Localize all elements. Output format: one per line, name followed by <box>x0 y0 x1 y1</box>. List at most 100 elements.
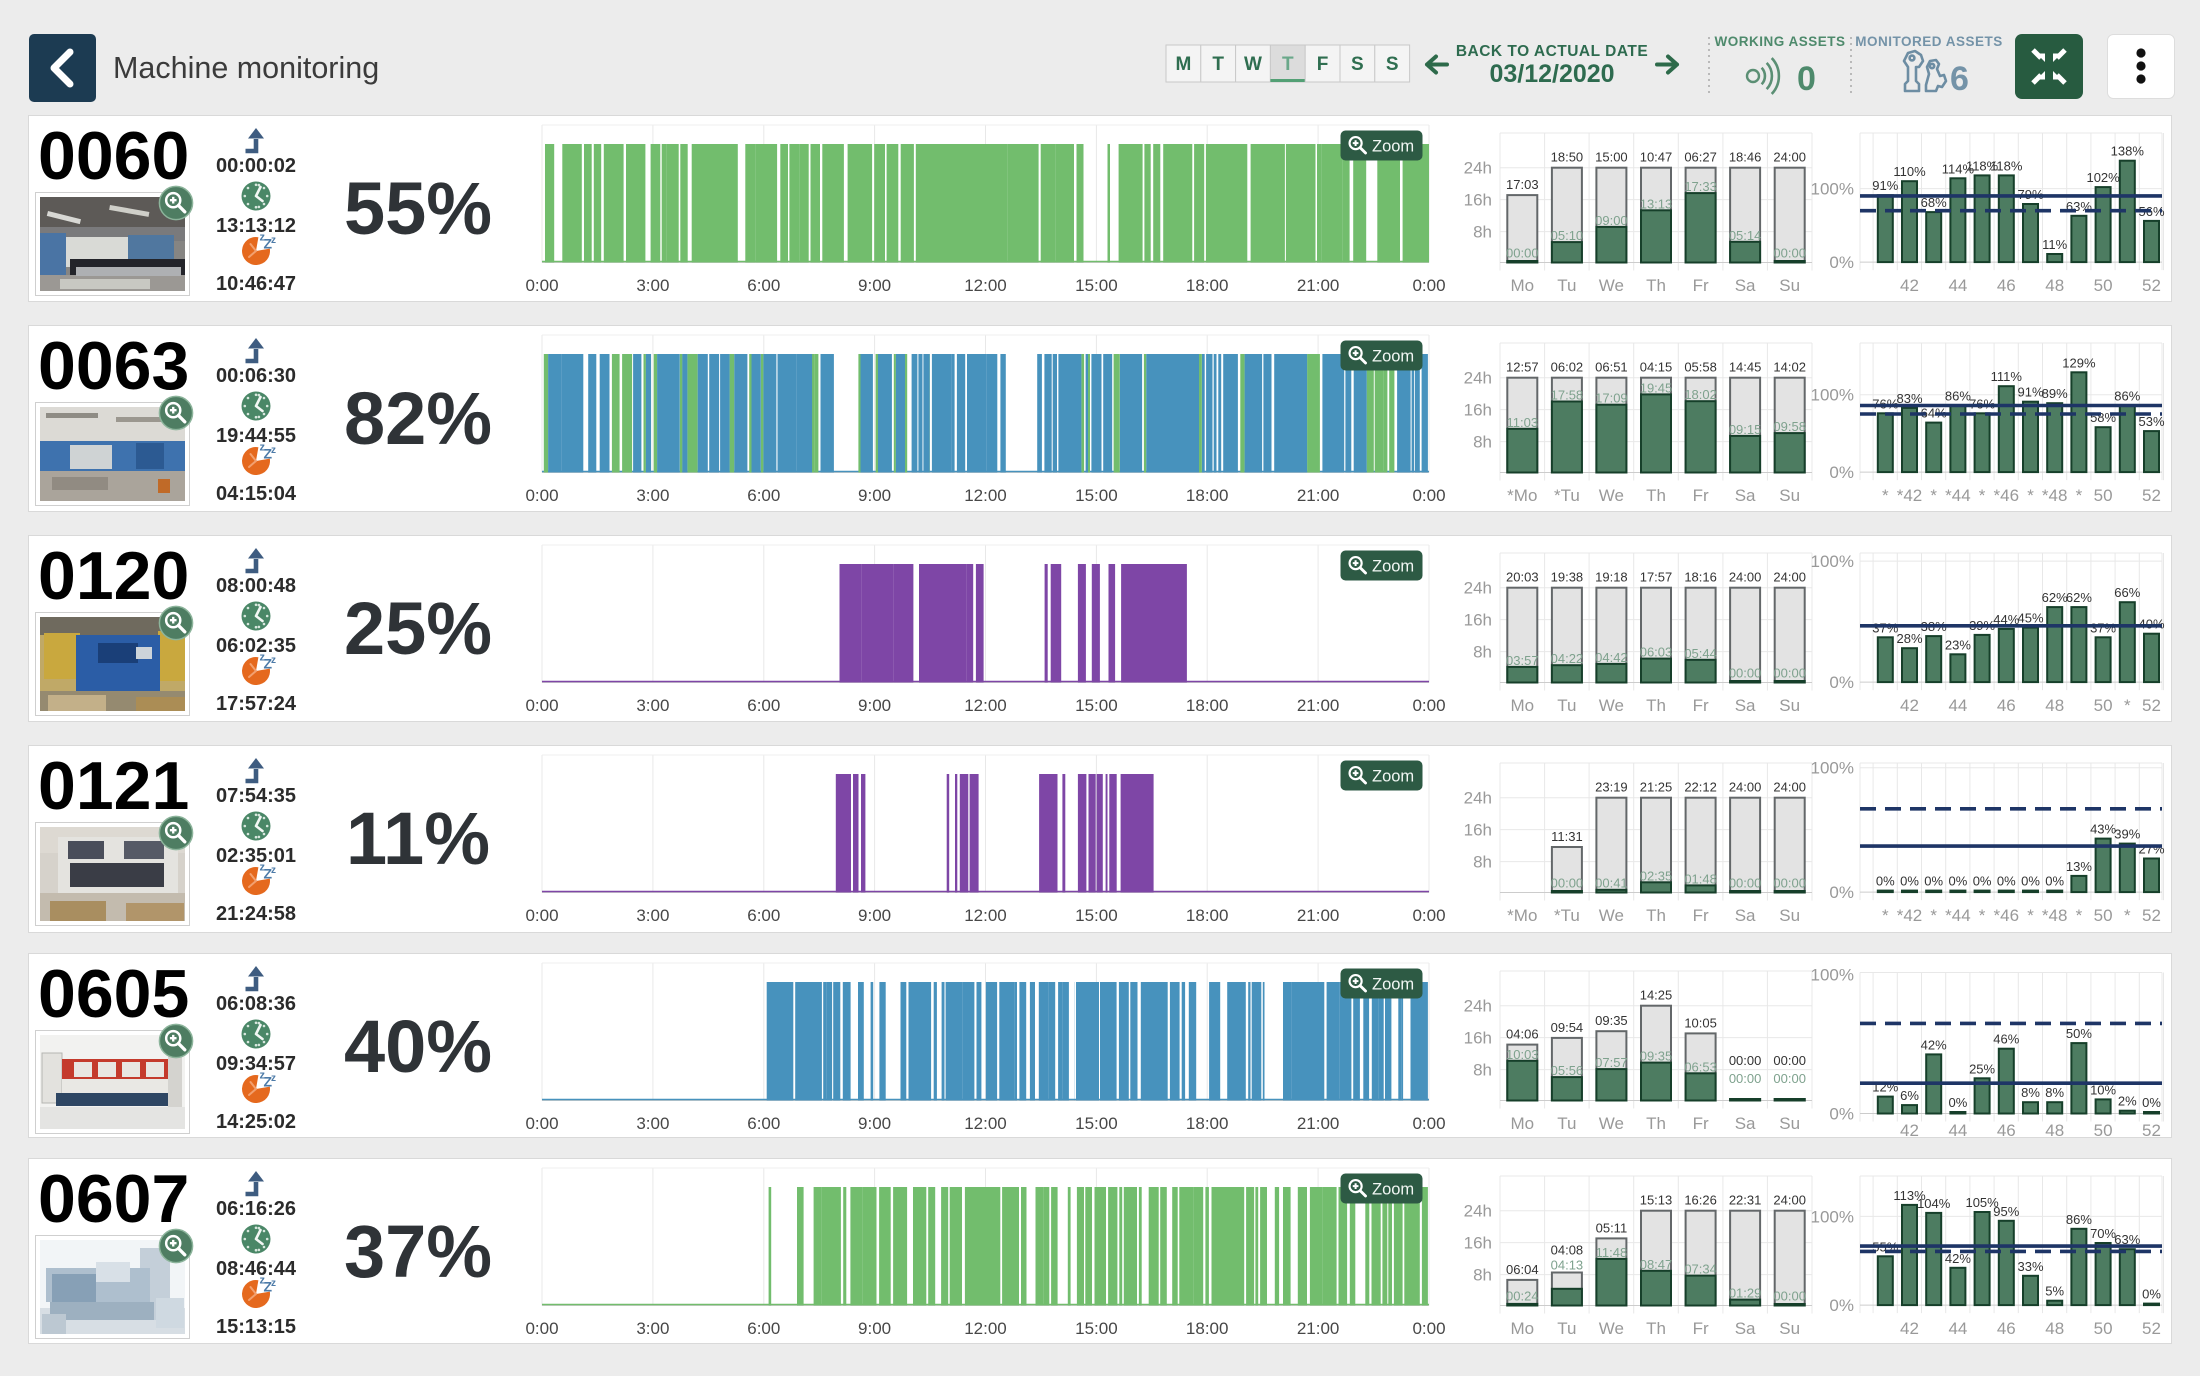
svg-text:21:00: 21:00 <box>1297 696 1340 715</box>
svg-text:8h: 8h <box>1473 853 1492 872</box>
svg-text:Z: Z <box>264 446 273 462</box>
svg-text:18:00: 18:00 <box>1186 486 1229 505</box>
svg-text:*: * <box>1882 906 1889 925</box>
svg-text:28%: 28% <box>1896 631 1922 646</box>
svg-text:0:00: 0:00 <box>525 276 558 295</box>
svg-text:11%: 11% <box>346 797 490 880</box>
svg-text:100%: 100% <box>1811 552 1854 571</box>
svg-text:Fr: Fr <box>1693 486 1709 505</box>
svg-text:46: 46 <box>1997 696 2016 715</box>
svg-text:24h: 24h <box>1464 789 1492 808</box>
svg-text:43%: 43% <box>2090 822 2116 837</box>
svg-text:0:00: 0:00 <box>1412 276 1445 295</box>
svg-text:0:00: 0:00 <box>525 1319 558 1338</box>
svg-text:Su: Su <box>1779 486 1800 505</box>
svg-text:6:00: 6:00 <box>747 906 780 925</box>
svg-text:Th: Th <box>1646 1114 1666 1133</box>
svg-text:0: 0 <box>1797 60 1816 98</box>
svg-text:Sa: Sa <box>1735 1114 1756 1133</box>
svg-text:Fr: Fr <box>1693 906 1709 925</box>
svg-text:19:18: 19:18 <box>1595 570 1628 585</box>
svg-text:18:02: 18:02 <box>1684 387 1717 402</box>
svg-text:00:00: 00:00 <box>1729 1053 1762 1068</box>
svg-text:Z: Z <box>264 656 273 672</box>
svg-text:111%: 111% <box>1991 369 2023 384</box>
svg-text:52: 52 <box>2142 276 2161 295</box>
svg-text:04:42: 04:42 <box>1595 650 1628 665</box>
svg-text:z: z <box>260 1070 266 1082</box>
svg-text:27%: 27% <box>2138 842 2164 857</box>
svg-text:07:34: 07:34 <box>1684 1262 1717 1277</box>
svg-text:We: We <box>1599 696 1624 715</box>
svg-text:Zoom: Zoom <box>1372 348 1414 366</box>
svg-text:z: z <box>260 232 266 244</box>
svg-text:8%: 8% <box>2045 1085 2064 1100</box>
svg-text:z: z <box>271 865 276 876</box>
svg-text:64%: 64% <box>1921 406 1947 421</box>
svg-text:Tu: Tu <box>1557 1319 1576 1338</box>
svg-text:50: 50 <box>2094 1121 2113 1138</box>
svg-text:*42: *42 <box>1897 906 1923 925</box>
svg-text:00:00:02: 00:00:02 <box>216 155 296 177</box>
svg-text:114%: 114% <box>1942 161 1975 176</box>
svg-text:Mo: Mo <box>1510 696 1534 715</box>
svg-text:06:27: 06:27 <box>1684 150 1717 165</box>
svg-text:102%: 102% <box>2086 170 2120 185</box>
svg-text:0%: 0% <box>1900 874 1919 889</box>
svg-text:*: * <box>2076 906 2083 925</box>
svg-text:S: S <box>1386 54 1399 75</box>
svg-text:03/12/2020: 03/12/2020 <box>1489 60 1614 88</box>
svg-text:15:00: 15:00 <box>1075 696 1118 715</box>
svg-text:24h: 24h <box>1464 1202 1492 1221</box>
svg-text:12:00: 12:00 <box>964 1319 1007 1338</box>
svg-text:12:00: 12:00 <box>964 1114 1007 1133</box>
svg-text:91%: 91% <box>2017 385 2043 400</box>
svg-text:WORKING ASSETS: WORKING ASSETS <box>1714 34 1845 49</box>
svg-text:22:12: 22:12 <box>1684 780 1717 795</box>
svg-text:55%: 55% <box>344 167 492 250</box>
svg-text:15:00: 15:00 <box>1595 150 1628 165</box>
svg-text:50: 50 <box>2094 696 2113 715</box>
svg-text:9:00: 9:00 <box>858 276 891 295</box>
svg-text:0605: 0605 <box>38 956 189 1032</box>
svg-text:Th: Th <box>1646 486 1666 505</box>
svg-text:*: * <box>2076 486 2083 505</box>
svg-text:We: We <box>1599 276 1624 295</box>
svg-text:42: 42 <box>1900 696 1919 715</box>
svg-text:0607: 0607 <box>38 1161 189 1237</box>
svg-text:00:06:30: 00:06:30 <box>216 365 296 387</box>
svg-text:19:44:55: 19:44:55 <box>216 425 296 447</box>
svg-text:8h: 8h <box>1473 433 1492 452</box>
svg-text:42%: 42% <box>1921 1037 1947 1052</box>
svg-text:04:06: 04:06 <box>1506 1027 1539 1042</box>
svg-text:0121: 0121 <box>38 748 189 824</box>
svg-text:0%: 0% <box>1829 1296 1854 1315</box>
svg-text:0:00: 0:00 <box>525 486 558 505</box>
svg-text:z: z <box>260 442 266 454</box>
svg-text:100%: 100% <box>1811 1207 1854 1226</box>
svg-text:6:00: 6:00 <box>747 486 780 505</box>
svg-text:05:58: 05:58 <box>1684 360 1717 375</box>
svg-text:24:00: 24:00 <box>1773 1193 1806 1208</box>
svg-text:*Mo: *Mo <box>1507 906 1537 925</box>
svg-text:Su: Su <box>1779 696 1800 715</box>
svg-text:3:00: 3:00 <box>636 1319 669 1338</box>
svg-text:0%: 0% <box>1949 1095 1968 1110</box>
svg-text:22:31: 22:31 <box>1729 1193 1762 1208</box>
svg-text:37%: 37% <box>344 1210 492 1293</box>
svg-text:10%: 10% <box>2090 1082 2116 1097</box>
svg-text:Th: Th <box>1646 696 1666 715</box>
svg-text:113%: 113% <box>1893 1188 1926 1203</box>
svg-text:37%: 37% <box>2090 620 2116 635</box>
svg-text:*: * <box>1930 906 1937 925</box>
svg-text:52: 52 <box>2142 906 2161 925</box>
svg-text:18:00: 18:00 <box>1186 1319 1229 1338</box>
svg-text:05:44: 05:44 <box>1684 646 1717 661</box>
svg-text:50: 50 <box>2094 906 2113 925</box>
svg-text:0:00: 0:00 <box>525 906 558 925</box>
svg-text:*: * <box>1930 486 1937 505</box>
svg-text:52: 52 <box>2142 486 2161 505</box>
svg-text:13:13: 13:13 <box>1640 196 1673 211</box>
svg-text:48: 48 <box>2045 696 2064 715</box>
svg-text:83%: 83% <box>1896 391 1922 406</box>
